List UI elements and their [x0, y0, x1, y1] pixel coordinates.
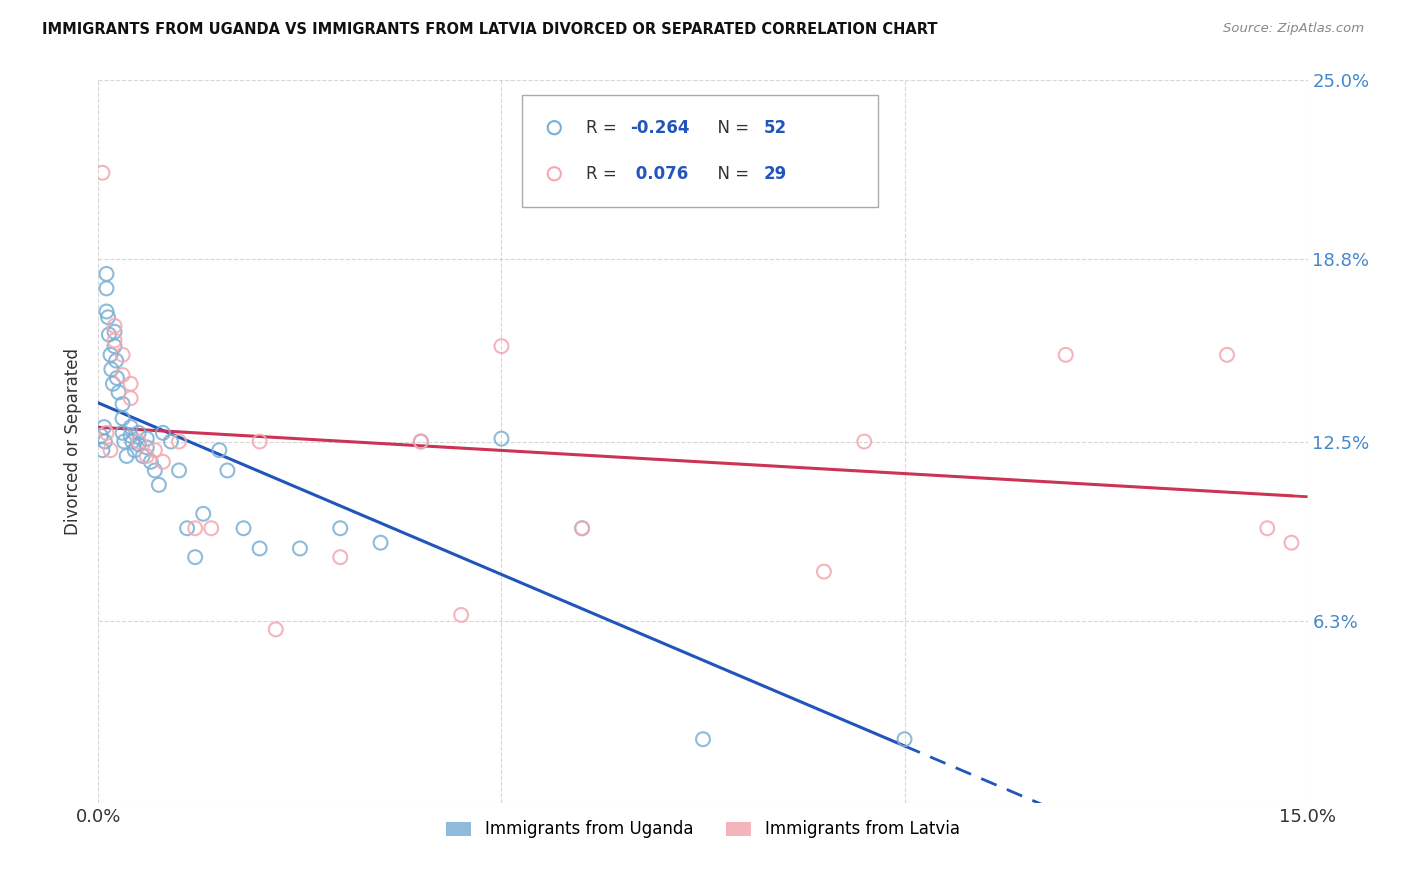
- Point: [152, 455, 174, 469]
- Point: [491, 339, 513, 353]
- Point: [100, 348, 122, 362]
- Point: [571, 521, 593, 535]
- Point: [112, 434, 135, 449]
- Point: [249, 434, 271, 449]
- Point: [120, 376, 142, 391]
- Text: Source: ZipAtlas.com: Source: ZipAtlas.com: [1223, 22, 1364, 36]
- Text: R =: R =: [586, 119, 621, 136]
- Point: [160, 434, 183, 449]
- Point: [692, 732, 714, 747]
- Point: [111, 425, 134, 440]
- Point: [120, 429, 142, 443]
- Point: [1216, 348, 1239, 362]
- Point: [139, 455, 162, 469]
- Point: [135, 449, 157, 463]
- Point: [124, 443, 146, 458]
- Legend: Immigrants from Uganda, Immigrants from Latvia: Immigrants from Uganda, Immigrants from …: [440, 814, 966, 845]
- Point: [103, 318, 125, 333]
- Point: [121, 434, 143, 449]
- Point: [94, 434, 117, 449]
- Point: [90, 429, 112, 443]
- Point: [120, 420, 142, 434]
- Point: [128, 425, 150, 440]
- Point: [107, 385, 129, 400]
- Point: [184, 550, 207, 565]
- Point: [132, 449, 155, 463]
- Point: [100, 362, 122, 376]
- Point: [176, 521, 198, 535]
- Text: 52: 52: [763, 119, 786, 136]
- Text: N =: N =: [707, 119, 754, 136]
- Text: 29: 29: [763, 165, 787, 183]
- Point: [167, 434, 190, 449]
- FancyBboxPatch shape: [522, 95, 879, 207]
- Point: [409, 434, 432, 449]
- Text: 0.076: 0.076: [630, 165, 689, 183]
- Point: [571, 521, 593, 535]
- Point: [893, 732, 915, 747]
- Point: [450, 607, 472, 622]
- Point: [264, 623, 287, 637]
- Point: [329, 521, 352, 535]
- Point: [288, 541, 311, 556]
- Point: [200, 521, 222, 535]
- Point: [370, 535, 392, 549]
- Point: [1281, 535, 1303, 549]
- Point: [143, 443, 166, 458]
- Y-axis label: Divorced or Separated: Divorced or Separated: [65, 348, 83, 535]
- Point: [135, 432, 157, 446]
- Point: [103, 325, 125, 339]
- Point: [91, 443, 114, 458]
- Point: [91, 166, 114, 180]
- Point: [128, 434, 150, 449]
- Text: -0.264: -0.264: [630, 119, 690, 136]
- Point: [111, 368, 134, 382]
- Point: [111, 397, 134, 411]
- Point: [96, 281, 118, 295]
- Point: [152, 425, 174, 440]
- Point: [97, 327, 120, 342]
- Point: [128, 437, 150, 451]
- Text: N =: N =: [707, 165, 754, 183]
- Point: [813, 565, 835, 579]
- Point: [1054, 348, 1077, 362]
- Point: [96, 425, 118, 440]
- Point: [853, 434, 876, 449]
- Point: [217, 463, 239, 477]
- Point: [193, 507, 215, 521]
- Point: [115, 449, 138, 463]
- Point: [93, 420, 115, 434]
- Point: [96, 304, 118, 318]
- Point: [120, 391, 142, 405]
- Point: [103, 339, 125, 353]
- Text: R =: R =: [586, 165, 621, 183]
- Point: [97, 310, 120, 325]
- Point: [96, 267, 118, 281]
- Point: [105, 353, 128, 368]
- Point: [143, 463, 166, 477]
- Point: [208, 443, 231, 458]
- Point: [232, 521, 254, 535]
- Point: [491, 432, 513, 446]
- Point: [167, 463, 190, 477]
- Point: [409, 434, 432, 449]
- Point: [111, 411, 134, 425]
- Point: [100, 443, 122, 458]
- Point: [105, 371, 128, 385]
- Point: [249, 541, 271, 556]
- Point: [1256, 521, 1278, 535]
- Text: IMMIGRANTS FROM UGANDA VS IMMIGRANTS FROM LATVIA DIVORCED OR SEPARATED CORRELATI: IMMIGRANTS FROM UGANDA VS IMMIGRANTS FRO…: [42, 22, 938, 37]
- Point: [135, 440, 157, 454]
- Point: [103, 334, 125, 348]
- Point: [101, 376, 124, 391]
- Point: [148, 478, 170, 492]
- Point: [329, 550, 352, 565]
- Point: [111, 348, 134, 362]
- Point: [184, 521, 207, 535]
